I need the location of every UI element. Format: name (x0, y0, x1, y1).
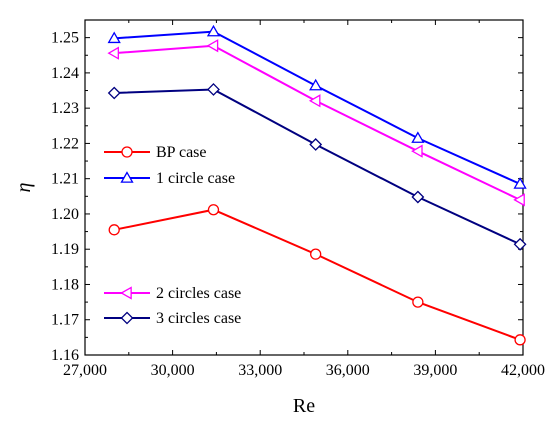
legend-item: 3 circles case (104, 310, 241, 327)
data-point (308, 94, 321, 108)
data-point (309, 138, 323, 151)
data-point (107, 46, 119, 60)
data-point (411, 131, 425, 143)
x-tick-label: 27,000 (63, 362, 107, 379)
legend-marker (120, 286, 132, 300)
legend-item: 2 circles case (104, 285, 241, 302)
x-tick-label: 30,000 (151, 362, 195, 379)
y-axis: 1.16 1.17 1.18 1.19 1.20 1.21 1.22 1.23 1.24 1.25 (51, 30, 523, 364)
data-point (309, 78, 323, 91)
x-tick-label: 39,000 (413, 362, 457, 379)
series-4 (107, 83, 527, 251)
series-line (114, 88, 521, 246)
y-tick-label: 1.21 (51, 171, 79, 188)
data-point (513, 237, 527, 251)
legend-label: 3 circles case (156, 310, 241, 327)
data-point (107, 31, 121, 44)
legend-label: 1 circle case (156, 170, 235, 187)
y-tick-label: 1.18 (51, 276, 79, 293)
x-tick-label: 36,000 (326, 362, 370, 379)
legend-label: 2 circles case (156, 285, 241, 302)
data-point (411, 144, 423, 158)
data-point (108, 224, 120, 236)
y-tick-label: 1.22 (51, 135, 79, 152)
y-tick-label: 1.17 (51, 312, 79, 329)
legend-label: BP case (156, 144, 207, 161)
y-tick-label: 1.19 (51, 241, 79, 258)
series-line (114, 30, 521, 185)
y-axis-title: η (13, 182, 35, 192)
y-tick-label: 1.16 (51, 347, 79, 364)
legend-item: BP case (104, 144, 207, 161)
y-tick-label: 1.24 (51, 65, 79, 82)
data-point (207, 83, 220, 96)
data-point (411, 190, 425, 204)
y-tick-label: 1.20 (51, 206, 79, 223)
x-tick-label: 33,000 (238, 362, 282, 379)
series-3 (107, 39, 525, 207)
legend-marker (120, 311, 134, 325)
data-point (206, 39, 219, 53)
legend: BP case 1 circle case 2 circles case 3 circ… (104, 144, 241, 327)
data-point (207, 204, 220, 216)
x-axis-title: Re (293, 395, 315, 417)
legend-marker (121, 146, 133, 158)
plot-frame (84, 19, 524, 356)
plot-border (84, 19, 524, 356)
data-point (513, 193, 525, 207)
y-tick-label: 1.23 (51, 100, 79, 117)
data-point (412, 296, 424, 308)
y-tick-label: 1.25 (51, 30, 79, 47)
series-layer (107, 24, 527, 346)
data-point (107, 86, 121, 100)
legend-item: 1 circle case (104, 170, 235, 187)
series-1 (108, 204, 526, 346)
legend-marker (120, 171, 134, 183)
data-point (514, 334, 526, 346)
data-point (513, 177, 527, 189)
data-point (310, 248, 322, 260)
x-axis: 27,000 30,000 33,000 36,000 39,000 42,000 (63, 20, 545, 379)
data-point (206, 24, 221, 37)
series-2 (107, 24, 527, 189)
x-tick-label: 42,000 (501, 362, 545, 379)
